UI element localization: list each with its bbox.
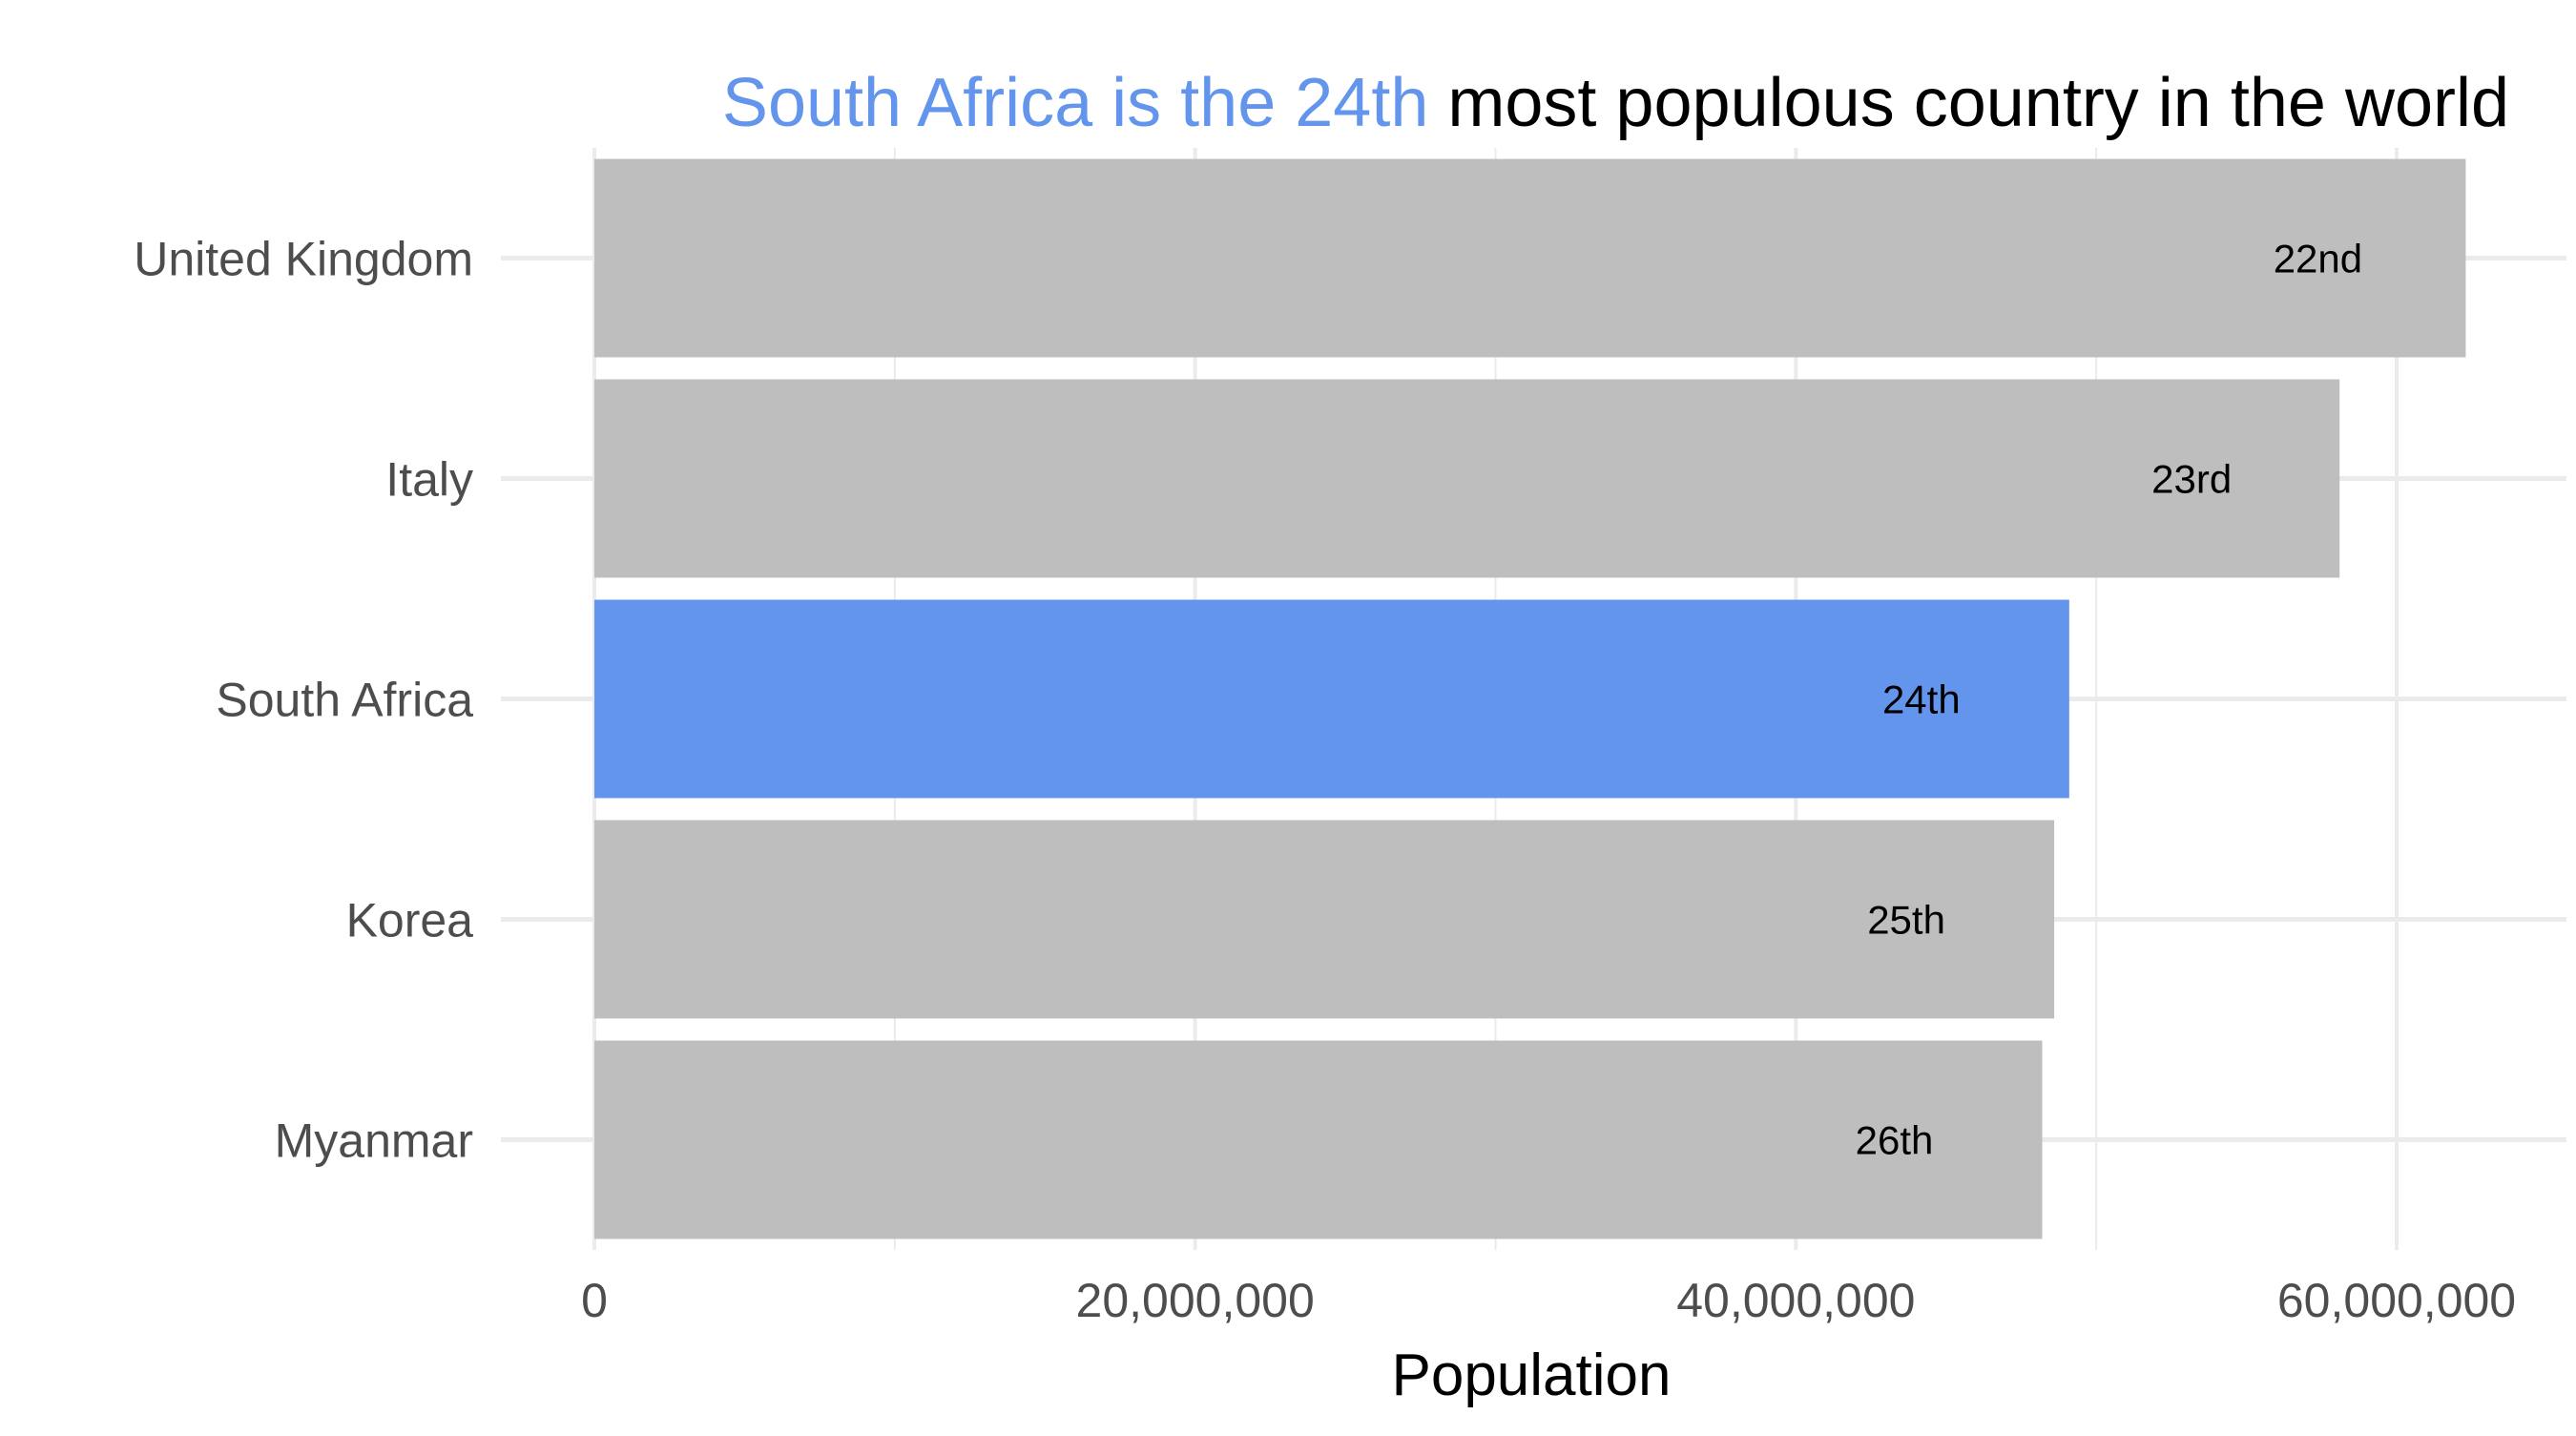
rank-label: 22nd [2274,237,2362,281]
x-tick-label: 0 [581,1274,608,1327]
x-tick-label: 60,000,000 [2277,1274,2516,1327]
chart-title: South Africa is the 24th most populous c… [0,57,2576,149]
y-tick-label: South Africa [216,674,473,727]
bar-united-kingdom [594,158,2466,358]
axes: United Kingdom Italy South Africa Korea Myan… [134,233,2516,1328]
bars [594,158,2466,1239]
y-tick-label: Myanmar [275,1114,473,1168]
x-tick-label: 40,000,000 [1676,1274,1915,1327]
x-tick-label: 20,000,000 [1076,1274,1315,1327]
y-tick-label: Italy [385,453,473,507]
bar-myanmar [594,1040,2043,1239]
bar-labels: 22nd 23rd 24th 25th 26th [1856,237,2363,1163]
chart-title-highlight: South Africa is the 24th [721,65,1429,141]
bar-italy [594,379,2340,578]
y-tick-label: Korea [346,894,474,947]
x-axis-title: Population [1391,1342,1671,1408]
chart-title-rest: most populous country in the world [1447,65,2509,141]
rank-label: 24th [1882,677,1961,722]
rank-label: 26th [1856,1118,1934,1163]
bar-korea [594,820,2055,1019]
bar-south-africa [594,599,2069,799]
rank-label: 25th [1867,898,1945,943]
rank-label: 23rd [2151,457,2232,502]
y-tick-label: United Kingdom [134,233,473,286]
